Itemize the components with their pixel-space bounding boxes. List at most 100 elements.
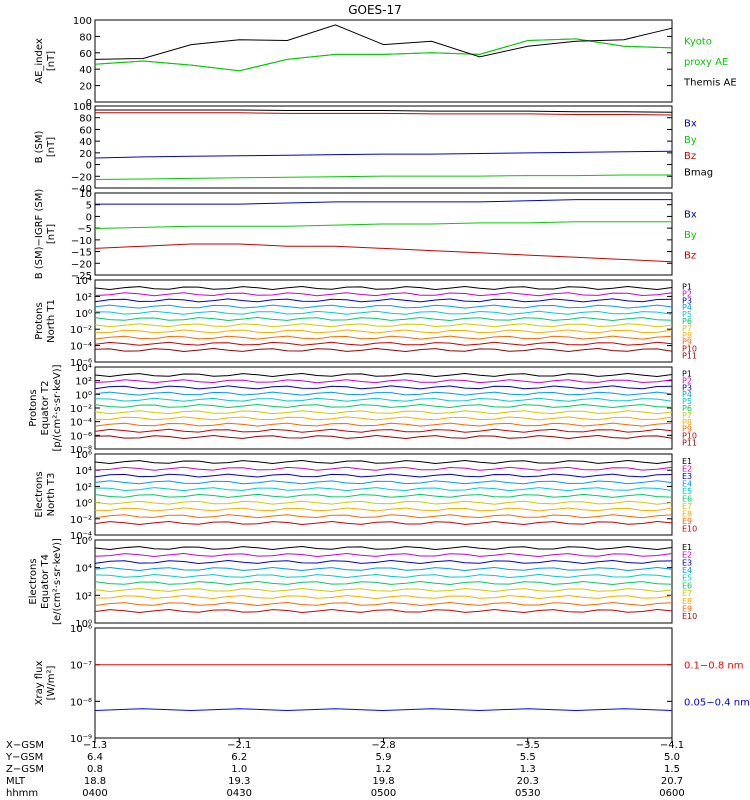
y-tick-label: 80: [79, 114, 92, 125]
series-line-0.05−0.4-nm: [94, 708, 673, 712]
panel-frame: [94, 19, 673, 103]
y-tick-label: 10⁻⁶: [70, 431, 92, 442]
ephemeris-row-label: Z−GSM: [6, 764, 44, 775]
ephemeris-cell: 6.4: [87, 752, 103, 763]
y-tick-label: 10⁻²: [70, 325, 92, 336]
series-line-bz: [95, 112, 673, 116]
channel-label: P5: [682, 397, 692, 406]
ephemeris-cell: −1.3: [83, 740, 107, 751]
legend-label: Themis AE: [683, 78, 737, 89]
channel-label: P5: [682, 310, 692, 319]
y-tick-label: 10⁻⁸: [70, 445, 92, 456]
channel-label: P8: [682, 331, 692, 340]
channel-label: E3: [682, 558, 692, 567]
y-tick-label: 40: [79, 137, 92, 148]
ephemeris-cell: 0500: [371, 788, 396, 799]
y-tick-label: 10⁻⁶: [70, 624, 92, 635]
y-tick-label: −20: [71, 259, 92, 270]
channel-line: [95, 594, 673, 600]
panel-protons_equator: 10⁻⁸ 10⁻⁶ 10⁻⁴ 10⁻² 10⁰ 10² 10⁴ Protons Equator …: [28, 363, 697, 456]
channel-label: E6: [682, 494, 692, 503]
channel-line: [94, 379, 673, 384]
channel-label: E4: [682, 479, 692, 488]
ephemeris-cell: 19.3: [228, 776, 250, 787]
channel-line: [94, 298, 673, 303]
ephemeris-cell: 6.2: [231, 752, 247, 763]
channel-line: [94, 397, 673, 402]
channel-label: E1: [682, 457, 692, 466]
y-tick-label: 10⁴: [75, 564, 92, 575]
channel-line: [94, 459, 673, 465]
channel-label: P2: [682, 289, 692, 298]
series-line-by: [94, 221, 672, 229]
y-axis-label: Electrons: [34, 471, 45, 517]
y-tick-label: 10⁰: [75, 619, 92, 630]
channel-line: [94, 304, 673, 309]
y-tick-label: 10⁶: [75, 450, 92, 461]
channel-label: E1: [682, 543, 692, 552]
channel-label: P1: [682, 282, 692, 291]
legend-label: proxy AE: [684, 57, 728, 68]
y-tick-label: 0: [86, 212, 92, 223]
channel-line: [94, 608, 673, 614]
y-tick-label: 10⁴: [75, 276, 92, 287]
ephemeris-cell: 19.8: [372, 776, 394, 787]
legend-label: Bmag: [684, 168, 713, 179]
channel-label: P6: [682, 317, 692, 326]
channel-line: [95, 329, 673, 334]
series-line-bx: [94, 150, 673, 159]
y-axis-label: B (SM): [34, 130, 45, 163]
channel-line: [94, 587, 673, 593]
channel-label: E7: [682, 589, 692, 598]
channel-line: [94, 493, 673, 498]
y-axis-label: North T1: [46, 299, 57, 343]
panel-protons_north: 10⁻⁶ 10⁻⁴ 10⁻² 10⁰ 10² 10⁴ Protons North T1 P1P2…: [34, 276, 697, 369]
channel-label: P4: [682, 303, 692, 312]
y-tick-label: 10: [79, 189, 92, 200]
series-line-bmag: [95, 109, 673, 113]
channel-line: [94, 434, 673, 440]
ephemeris-cell: 0600: [659, 788, 684, 799]
channel-line: [94, 372, 673, 378]
y-axis-label: B (SM)−IGRF (SM): [34, 189, 45, 280]
series-line-proxy-ae: [94, 38, 673, 72]
y-tick-label: 0: [86, 161, 92, 172]
y-tick-label: 10⁻²: [70, 515, 92, 526]
y-axis-label: North T3: [46, 473, 57, 517]
y-axis-label: Xray flux: [34, 661, 45, 706]
channel-line: [94, 480, 673, 485]
channel-line: [94, 335, 673, 340]
y-tick-label: −10: [71, 236, 92, 247]
legend-label: By: [684, 135, 697, 146]
channel-line: [94, 520, 673, 526]
channel-label: E5: [682, 574, 692, 583]
channel-label: P10: [682, 345, 697, 354]
channel-label: P11: [682, 352, 697, 361]
series-line-by: [94, 174, 672, 180]
y-tick-label: 10⁻⁶: [70, 358, 92, 369]
channel-label: P9: [682, 425, 692, 434]
ephemeris-cell: 18.8: [84, 776, 106, 787]
channel-line: [94, 292, 673, 297]
channel-line: [94, 310, 673, 315]
channel-label: P1: [682, 369, 692, 378]
ephemeris-cell: 20.3: [517, 776, 539, 787]
ephemeris-cell: 0530: [515, 788, 540, 799]
legend-label: Bz: [684, 251, 696, 262]
channel-label: E2: [682, 464, 692, 473]
channel-label: P7: [682, 411, 692, 420]
channel-label: E10: [682, 524, 697, 533]
channel-line: [94, 385, 673, 390]
channel-line: [94, 559, 673, 565]
channel-label: E3: [682, 472, 692, 481]
channel-label: P6: [682, 404, 692, 413]
channel-line: [94, 487, 673, 492]
channel-line: [94, 545, 673, 551]
channel-line: [94, 428, 673, 433]
legend-label: Bx: [684, 210, 697, 221]
y-tick-label: 80: [79, 32, 92, 43]
y-tick-label: 10²: [75, 591, 92, 602]
